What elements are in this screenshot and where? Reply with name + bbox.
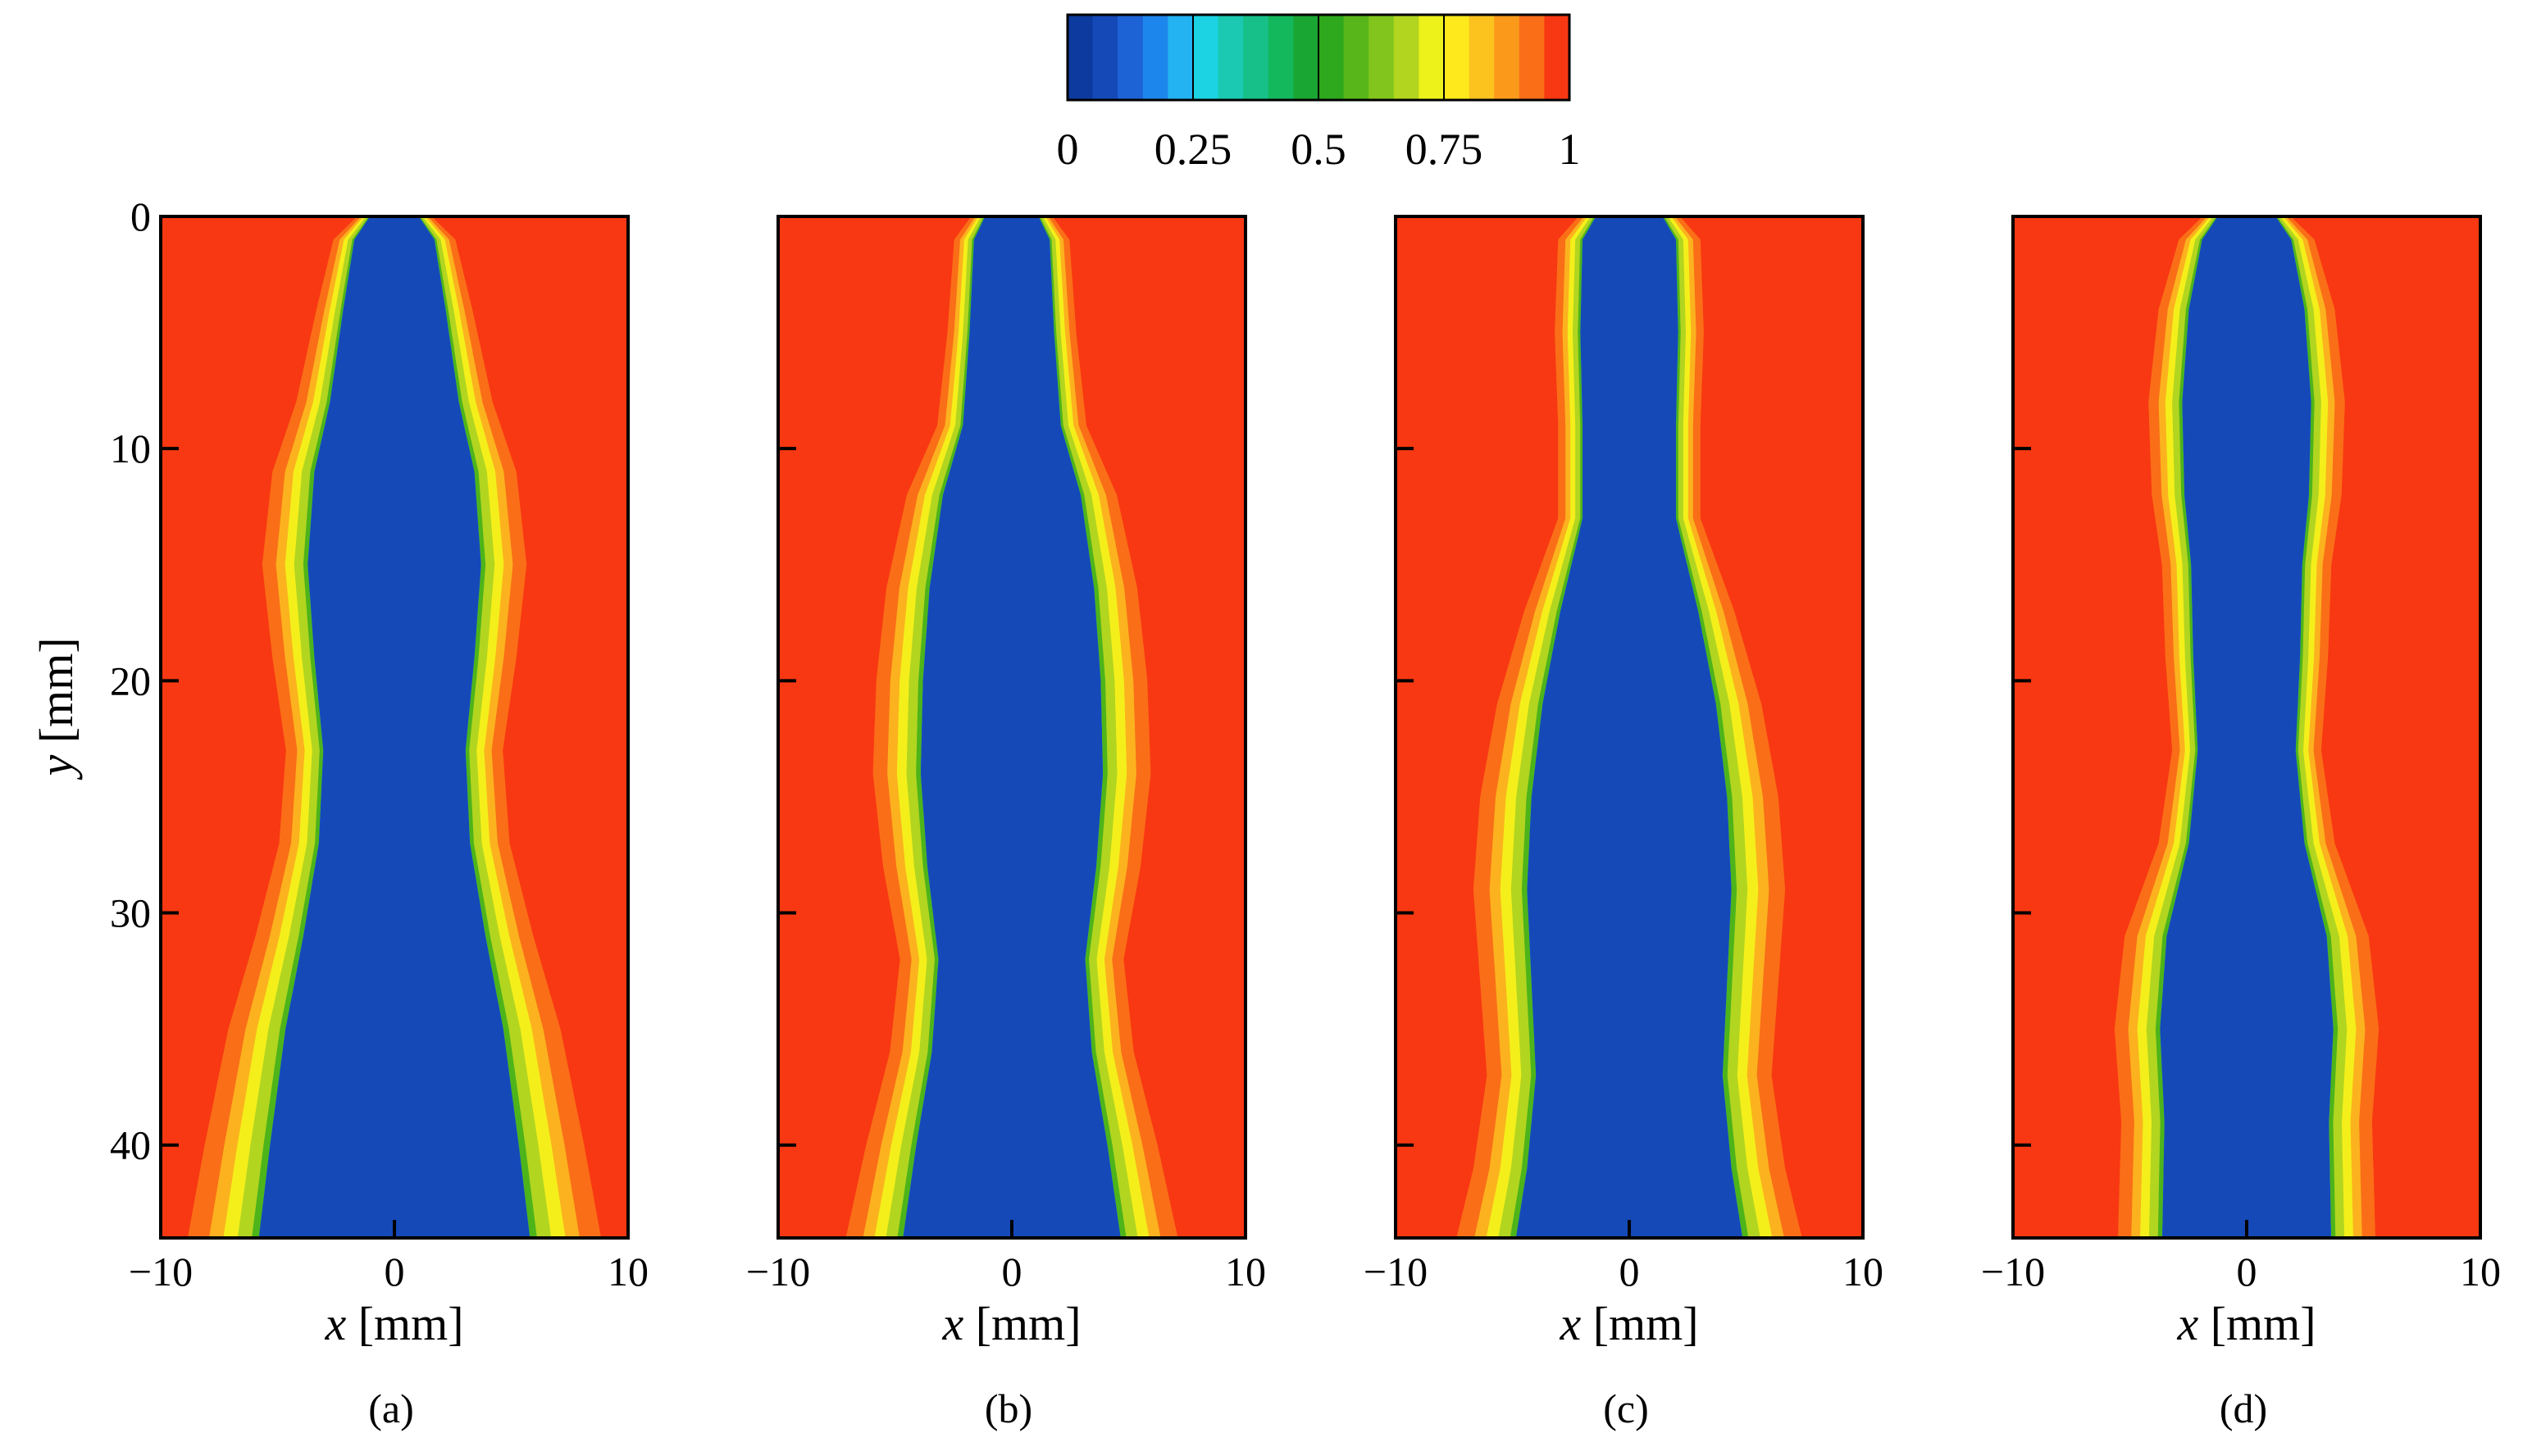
y-tick-label: 20 [110, 657, 151, 703]
contour-band [903, 216, 1121, 1238]
x-tick-label: 10 [1842, 1249, 1883, 1294]
contour-panel: 0 10 20 30 40 −10 0 10 x [mm] (a) [110, 193, 649, 1431]
x-tick-label: −10 [129, 1249, 193, 1294]
x-tick-label: 0 [1002, 1249, 1022, 1294]
contour-panel: −10 0 10 x [mm] (b) [746, 215, 1266, 1431]
colorbar-swatches [1068, 15, 1570, 100]
colorbar-ticks: 0 0.25 0.5 0.75 1 [1057, 15, 1581, 174]
contour-panel: −10 0 10 x [mm] (d) [1981, 215, 2501, 1431]
colorbar-swatch [1393, 15, 1420, 100]
contour-band [2160, 216, 2334, 1238]
colorbar-swatch [1218, 15, 1244, 100]
x-axis-title: x [mm] [941, 1297, 1081, 1350]
x-axis-title: x [mm] [1559, 1297, 1698, 1350]
colorbar: 0 0.25 0.5 0.75 1 [1057, 13, 1581, 174]
x-tick-label: −10 [1364, 1249, 1428, 1294]
colorbar-swatch [1068, 15, 1094, 100]
colorbar-tick-label: 0.75 [1405, 125, 1483, 174]
colorbar-swatch [1544, 15, 1570, 100]
colorbar-tick-label: 0.5 [1291, 125, 1346, 174]
x-tick-label: 10 [1225, 1249, 1266, 1294]
contour-plot [778, 216, 1246, 1238]
x-tick-label: 0 [385, 1249, 405, 1294]
y-tick-label: 0 [130, 193, 151, 239]
contour-plot [161, 216, 628, 1238]
x-tick-label: 0 [1619, 1249, 1640, 1294]
contour-plot [1396, 216, 1863, 1238]
x-tick-label: 0 [2237, 1249, 2257, 1294]
colorbar-swatch [1369, 15, 1395, 100]
colorbar-swatch [1142, 15, 1169, 100]
colorbar-swatch [1168, 15, 1194, 100]
y-tick-label: 30 [110, 890, 151, 936]
colorbar-tick-label: 1 [1559, 125, 1581, 174]
y-tick-label: 10 [110, 425, 151, 471]
panel-label: (a) [368, 1385, 414, 1431]
colorbar-swatch [1419, 15, 1445, 100]
colorbar-swatch [1092, 15, 1118, 100]
panel-label: (b) [985, 1385, 1032, 1431]
contour-panel: −10 0 10 x [mm] (c) [1364, 215, 1883, 1431]
colorbar-swatch [1293, 15, 1319, 100]
x-tick-label: 10 [608, 1249, 649, 1294]
colorbar-swatch [1444, 15, 1470, 100]
y-tick-label: 40 [110, 1122, 151, 1168]
colorbar-tick-label: 0 [1057, 125, 1079, 174]
colorbar-swatch [1268, 15, 1295, 100]
colorbar-swatch [1118, 15, 1144, 100]
x-axis-title: x [mm] [324, 1297, 463, 1350]
x-tick-label: −10 [746, 1249, 810, 1294]
contour-band [258, 216, 531, 1238]
colorbar-tick-label: 0.25 [1154, 125, 1232, 174]
x-axis-title: x [mm] [2176, 1297, 2316, 1350]
colorbar-swatch [1469, 15, 1495, 100]
colorbar-swatch [1243, 15, 1269, 100]
panel-label: (c) [1603, 1385, 1649, 1431]
colorbar-swatch [1193, 15, 1219, 100]
colorbar-swatch [1318, 15, 1345, 100]
contour-plot [2013, 216, 2480, 1238]
contour-band [1515, 216, 1743, 1238]
colorbar-swatch [1343, 15, 1369, 100]
x-tick-label: 10 [2460, 1249, 2501, 1294]
y-axis-title: y [mm] [30, 637, 83, 780]
colorbar-swatch [1494, 15, 1520, 100]
colorbar-swatch [1519, 15, 1546, 100]
x-tick-label: −10 [1981, 1249, 2045, 1294]
panel-label: (d) [2220, 1385, 2267, 1431]
